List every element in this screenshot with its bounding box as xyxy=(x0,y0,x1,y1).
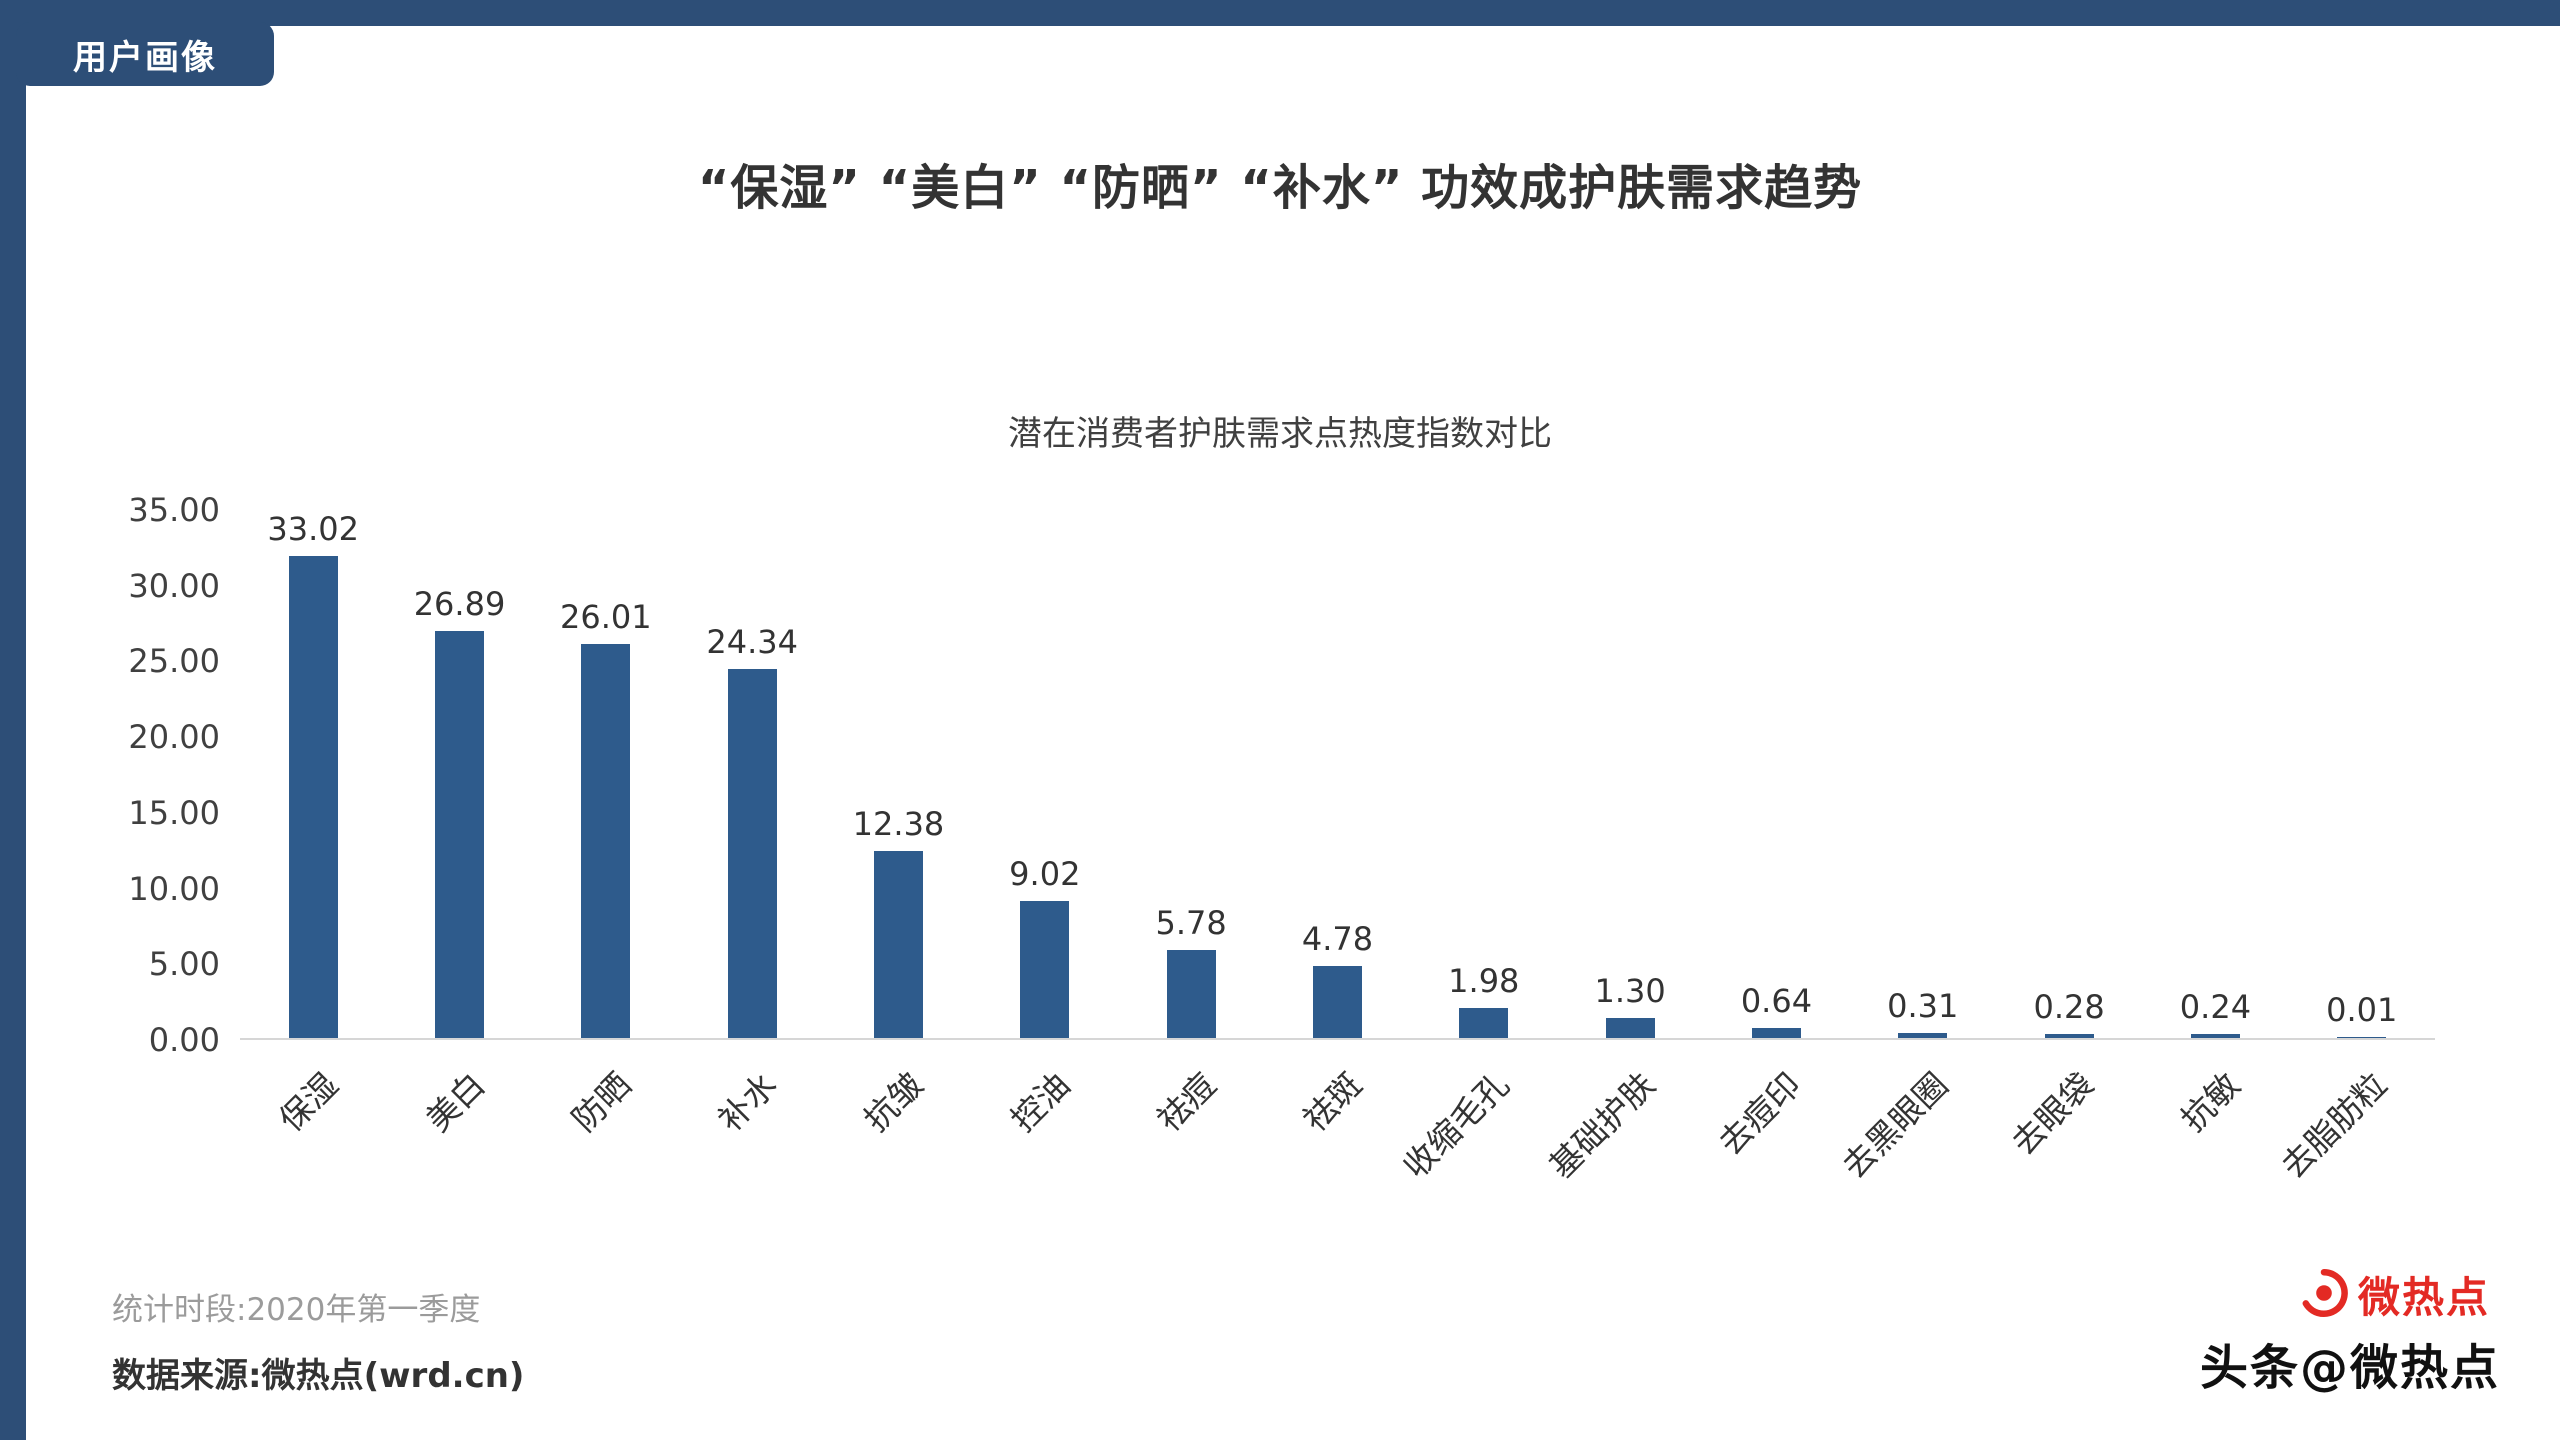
category-slot: 防晒 xyxy=(533,1042,679,1262)
bar xyxy=(727,669,777,1038)
x-axis-category-label: 去眼袋 xyxy=(2004,1064,2102,1163)
bar xyxy=(1751,1028,1801,1038)
bar-value-label: 0.31 xyxy=(1887,987,1959,1026)
bar-slot: 1.30 xyxy=(1557,510,1703,1038)
bar-slot: 0.24 xyxy=(2142,510,2288,1038)
category-slot: 去黑眼圈 xyxy=(1834,1042,1996,1262)
bar-slot: 0.64 xyxy=(1703,510,1849,1038)
bar-value-label: 1.98 xyxy=(1448,962,1520,1001)
bar-value-label: 26.89 xyxy=(413,584,506,623)
x-axis-category-label: 防晒 xyxy=(564,1064,639,1140)
x-axis-category-label: 去痘印 xyxy=(1711,1064,1809,1163)
y-axis-tick-label: 10.00 xyxy=(128,869,220,908)
bar-value-label: 1.30 xyxy=(1594,972,1666,1011)
bar-value-label: 0.24 xyxy=(2179,988,2252,1027)
bar-value-label: 0.28 xyxy=(2033,987,2105,1026)
bar-slot: 0.28 xyxy=(1996,510,2142,1038)
bar-value-label: 26.01 xyxy=(560,598,652,637)
x-axis-category-label: 控油 xyxy=(1003,1064,1078,1140)
bar xyxy=(581,644,631,1038)
category-slot: 美白 xyxy=(386,1042,532,1262)
bar xyxy=(1898,1033,1948,1038)
bar xyxy=(1166,950,1216,1038)
x-axis-category-label: 祛痘 xyxy=(1149,1064,1224,1140)
bar xyxy=(1312,965,1362,1038)
category-slot: 控油 xyxy=(972,1042,1118,1262)
category-slot: 抗敏 xyxy=(2142,1042,2288,1262)
category-slot: 去脂肪粒 xyxy=(2273,1042,2435,1262)
section-badge-label: 用户画像 xyxy=(73,37,217,78)
bar-value-label: 24.34 xyxy=(706,623,798,662)
category-slot: 补水 xyxy=(679,1042,825,1262)
category-slot: 收缩毛孔 xyxy=(1395,1042,1557,1262)
x-axis-category-label: 祛斑 xyxy=(1295,1064,1370,1140)
y-axis-tick-label: 35.00 xyxy=(128,491,220,529)
y-axis-tick-label: 5.00 xyxy=(148,945,220,984)
watermark-text: 头条@微热点 xyxy=(2199,1340,2500,1396)
bar-value-label: 0.64 xyxy=(1740,982,1813,1021)
brand-logo-text: 微热点 xyxy=(2357,1273,2490,1322)
bar xyxy=(2190,1034,2240,1038)
bar-slot: 1.98 xyxy=(1411,510,1557,1038)
bar-slot: 5.78 xyxy=(1118,510,1264,1038)
bar-slot: 0.01 xyxy=(2289,510,2435,1038)
bar-slot: 33.02 xyxy=(240,510,386,1038)
bar-slot: 12.38 xyxy=(825,510,971,1038)
category-slot: 祛斑 xyxy=(1264,1042,1410,1262)
bar-value-label: 33.02 xyxy=(267,510,359,548)
y-axis-tick-label: 15.00 xyxy=(128,793,220,832)
data-source-text: 数据来源:微热点(wrd.cn) xyxy=(112,1356,525,1396)
bar-slot: 4.78 xyxy=(1264,510,1410,1038)
brand-logo: 微热点 xyxy=(2298,1264,2490,1325)
plot-area: 33.02 26.89 26.01 24.34 12.38 9.02 5.78 4.78 1.9… xyxy=(240,510,2435,1040)
bar-slot: 26.89 xyxy=(386,510,532,1038)
y-axis-tick-label: 25.00 xyxy=(128,642,220,681)
x-axis-category-label: 抗敏 xyxy=(2173,1064,2248,1140)
watermark: 微热点 头条@微热点 xyxy=(2080,1264,2500,1404)
bar xyxy=(873,850,923,1038)
category-slot: 祛痘 xyxy=(1118,1042,1264,1262)
bar-slot: 9.02 xyxy=(972,510,1118,1038)
top-frame-bar xyxy=(0,0,2560,26)
bar-value-label: 12.38 xyxy=(852,804,945,843)
bar-value-label: 4.78 xyxy=(1301,919,1374,958)
category-slot: 抗皱 xyxy=(825,1042,971,1262)
bar xyxy=(1459,1008,1509,1038)
bar-slot: 26.01 xyxy=(533,510,679,1038)
y-axis: 0.00 5.00 10.00 15.00 20.00 25.00 30.00 35.00 xyxy=(90,491,220,1059)
bar-value-label: 0.01 xyxy=(2326,991,2398,1029)
category-slot: 去眼袋 xyxy=(1996,1042,2142,1262)
stats-period-text: 统计时段:2020年第一季度 xyxy=(112,1292,481,1328)
bar xyxy=(1020,901,1070,1038)
category-slot: 基础护肤 xyxy=(1542,1042,1703,1262)
section-badge: 用户画像 xyxy=(16,22,274,86)
brand-logo-icon xyxy=(2298,1267,2350,1323)
x-axis-category-label: 美白 xyxy=(417,1064,493,1140)
bar xyxy=(288,556,338,1038)
bar-slot: 0.31 xyxy=(1850,510,1996,1038)
x-axis-category-label: 抗皱 xyxy=(856,1064,932,1140)
bar-slot: 24.34 xyxy=(679,510,825,1038)
y-axis-tick-label: 30.00 xyxy=(128,566,220,605)
bar xyxy=(2044,1033,2094,1038)
x-axis: 保湿 美白 防晒 补水 抗皱 控油 祛痘 祛斑 收缩毛孔 基础护肤 去痘印 去黑眼圈 去眼袋 抗敏 去脂肪粒 xyxy=(240,1042,2435,1262)
bar xyxy=(1605,1018,1655,1038)
category-slot: 去痘印 xyxy=(1703,1042,1849,1262)
left-frame-bar xyxy=(0,0,26,1440)
bar xyxy=(2337,1037,2387,1038)
page-title: “保湿” “美白” “防晒” “补水” 功效成护肤需求趋势 xyxy=(697,160,1863,216)
x-axis-category-label: 保湿 xyxy=(271,1064,346,1140)
bar-value-label: 5.78 xyxy=(1155,904,1227,943)
chart-title: 潜在消费者护肤需求点热度指数对比 xyxy=(1008,414,1552,454)
x-axis-category-label: 补水 xyxy=(710,1064,785,1140)
bar-value-label: 9.02 xyxy=(1009,855,1081,894)
y-axis-tick-label: 0.00 xyxy=(148,1021,220,1059)
bar xyxy=(434,630,484,1038)
y-axis-tick-label: 20.00 xyxy=(128,718,220,757)
category-slot: 保湿 xyxy=(240,1042,386,1262)
